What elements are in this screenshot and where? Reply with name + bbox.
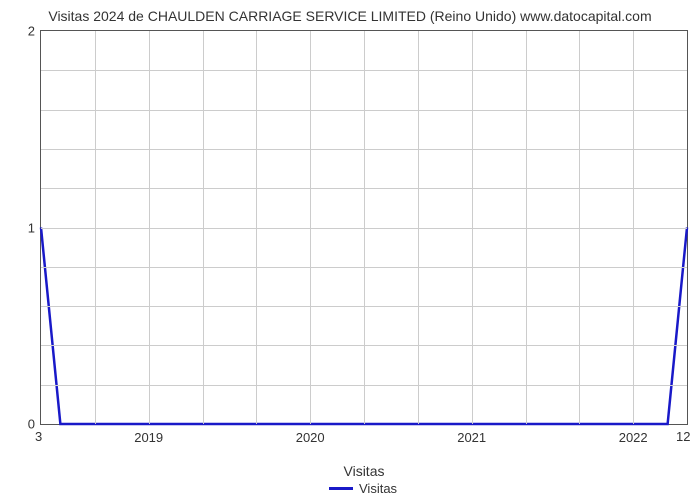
y-tick-label: 1 — [28, 220, 41, 235]
y-tick-label: 2 — [28, 24, 41, 39]
chart-title: Visitas 2024 de CHAULDEN CARRIAGE SERVIC… — [0, 8, 700, 24]
grid-line-horizontal — [41, 110, 687, 111]
grid-line-horizontal — [41, 306, 687, 307]
legend: Visitas — [329, 481, 397, 496]
grid-line-horizontal — [41, 267, 687, 268]
corner-label-bottom-left: 3 — [35, 429, 42, 444]
grid-line-horizontal — [41, 149, 687, 150]
chart-container: Visitas 2024 de CHAULDEN CARRIAGE SERVIC… — [0, 0, 700, 500]
x-tick-label: 2020 — [296, 424, 325, 445]
corner-label-bottom-right: 12 — [676, 429, 690, 444]
legend-swatch — [329, 487, 353, 490]
x-tick-label: 2021 — [457, 424, 486, 445]
grid-line-horizontal — [41, 345, 687, 346]
grid-line-horizontal — [41, 70, 687, 71]
legend-label: Visitas — [359, 481, 397, 496]
x-axis-title: Visitas — [40, 463, 688, 479]
grid-line-horizontal — [41, 188, 687, 189]
grid-line-horizontal — [41, 228, 687, 229]
x-tick-label: 2022 — [619, 424, 648, 445]
x-tick-label: 2019 — [134, 424, 163, 445]
grid-line-horizontal — [41, 385, 687, 386]
plot-area: 0122019202020212022 — [40, 30, 688, 425]
